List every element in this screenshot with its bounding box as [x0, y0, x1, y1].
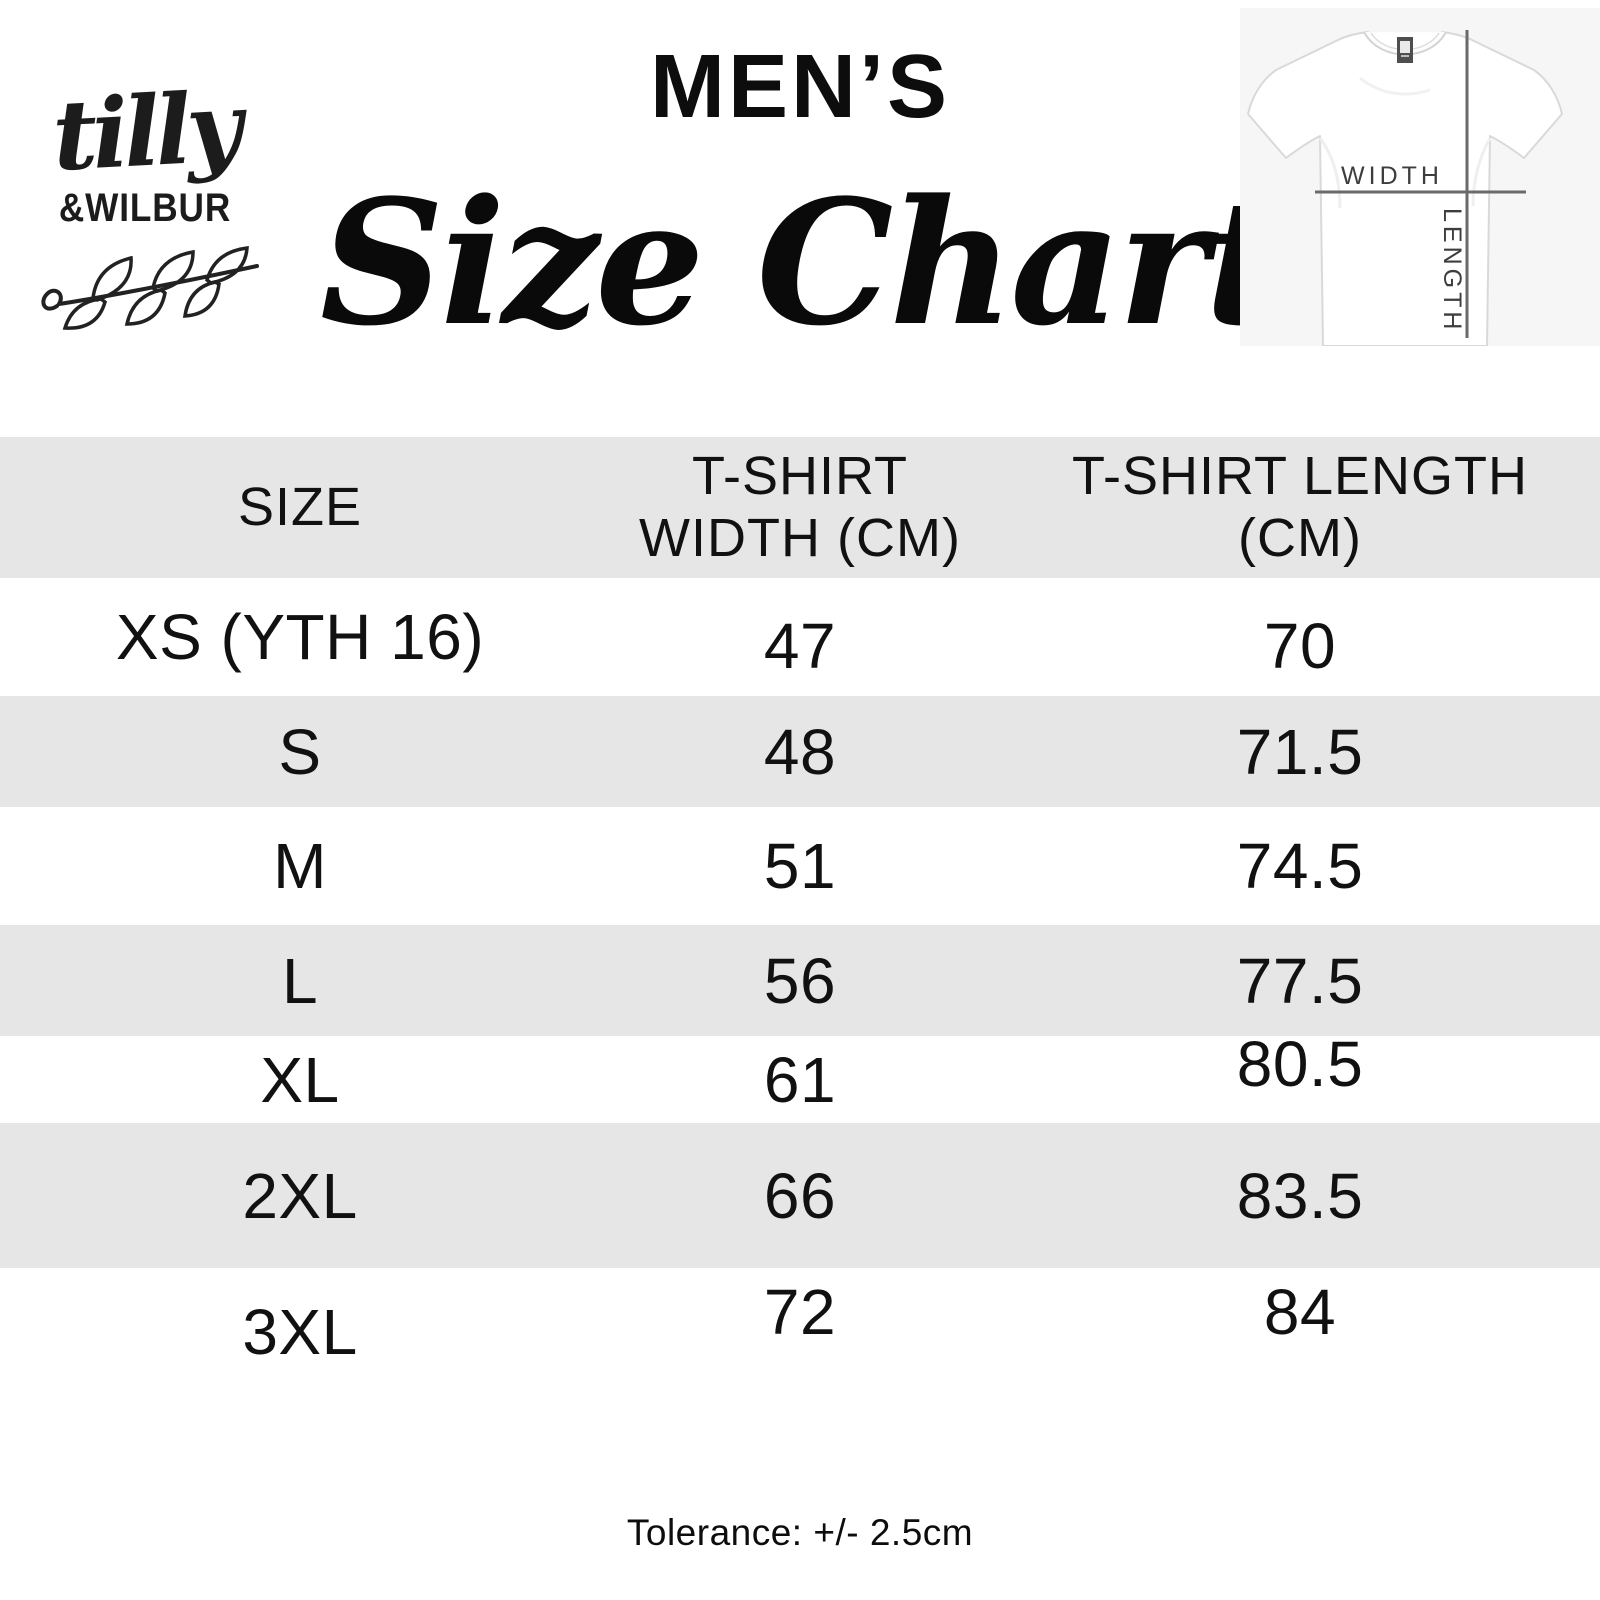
cell-size: XS (YTH 16) [115, 601, 485, 673]
cell-width-cm: 66 [763, 1159, 837, 1232]
table-body: XS (YTH 16) 47 70 S 48 71.5 M 51 74.5 [0, 578, 1600, 1386]
table-row: 2XL 66 83.5 [0, 1123, 1600, 1268]
column-header-size: SIZE [237, 476, 363, 537]
brand-name-caps: &WILBUR [58, 186, 232, 230]
laurel-branch-icon [41, 245, 259, 330]
cell-length-cm: 83.5 [1236, 1159, 1364, 1232]
cell-length-cm: 80.5 [1236, 1027, 1364, 1100]
cell-width-cm: 48 [763, 715, 837, 788]
cell-width-cm: 47 [763, 610, 837, 682]
cell-size: L [281, 944, 319, 1017]
cell-size: M [273, 830, 327, 902]
table-row: S 48 71.5 [0, 696, 1600, 807]
table-row: XL 61 80.5 [0, 1028, 1600, 1123]
table-row: M 51 74.5 [0, 807, 1600, 925]
cell-width-cm: 72 [763, 1276, 837, 1348]
cell-length-cm: 77.5 [1236, 944, 1364, 1017]
cell-size: 3XL [242, 1296, 358, 1368]
tshirt-icon: WIDTH LENGTH [1240, 8, 1600, 346]
tolerance-note: Tolerance: +/- 2.5cm [626, 1512, 974, 1553]
brand-logo: tilly &WILBUR [35, 70, 255, 230]
size-table: SIZE T-SHIRT WIDTH (CM) T-SHIRT LENGTH (… [0, 437, 1600, 1386]
column-header-width: T-SHIRT WIDTH (CM) [639, 446, 961, 568]
length-label: LENGTH [1438, 208, 1466, 333]
table-row: 3XL 72 84 [0, 1268, 1600, 1386]
cell-size: XL [260, 1043, 340, 1116]
cell-size: 2XL [242, 1159, 358, 1232]
cell-width-cm: 61 [763, 1043, 837, 1116]
cell-length-cm: 74.5 [1236, 830, 1364, 902]
cell-length-cm: 71.5 [1236, 715, 1364, 788]
page-title: Size Chart [319, 161, 1284, 364]
column-header-length: T-SHIRT LENGTH (CM) [1071, 446, 1529, 568]
tshirt-diagram: WIDTH LENGTH [1240, 8, 1600, 346]
cell-length-cm: 70 [1263, 610, 1337, 682]
table-header-row: SIZE T-SHIRT WIDTH (CM) T-SHIRT LENGTH (… [0, 437, 1600, 578]
page-category: MEN’S [649, 37, 951, 137]
table-row: L 56 77.5 [0, 925, 1600, 1036]
table-row: XS (YTH 16) 47 70 [0, 578, 1600, 696]
width-label: WIDTH [1341, 162, 1443, 190]
cell-size: S [278, 715, 322, 788]
cell-length-cm: 84 [1263, 1276, 1337, 1348]
cell-width-cm: 51 [763, 830, 837, 902]
cell-width-cm: 56 [763, 944, 837, 1017]
